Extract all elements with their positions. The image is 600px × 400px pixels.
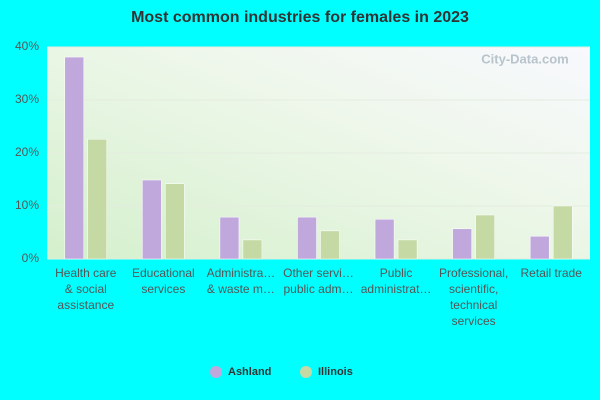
bar	[142, 179, 162, 260]
bar	[297, 216, 317, 260]
x-tick-label-box: Administra… & waste m…	[206, 266, 276, 296]
watermark: City-Data.com	[481, 51, 568, 66]
bar	[242, 239, 263, 260]
chart-title: Most common industries for females in 20…	[131, 9, 469, 26]
bar	[165, 183, 185, 260]
x-tick-label-box: Educational services	[131, 266, 195, 296]
bar	[64, 56, 85, 260]
x-tick-label-box: Other servi… public adm…	[283, 266, 354, 296]
x-tick-label-box: Health care & social assistance	[55, 266, 117, 312]
bar	[320, 230, 340, 260]
x-tick-label: Educational services	[131, 266, 195, 296]
bar	[529, 235, 550, 260]
bar	[475, 214, 495, 260]
x-tick-label: Other servi… public adm…	[283, 266, 354, 296]
legend-label: Illinois	[318, 366, 353, 378]
x-tick-label: Administra… & waste m…	[206, 266, 276, 296]
legend-marker	[300, 366, 312, 378]
y-tick-label: 10%	[15, 198, 39, 212]
x-tick-label: Public administrat…	[360, 266, 432, 296]
x-tick-label: Retail trade	[520, 266, 582, 280]
legend-marker	[210, 366, 222, 378]
x-tick-label-box: Professional, scientific, technical serv…	[438, 266, 509, 328]
bar	[552, 205, 573, 260]
bar	[87, 138, 108, 260]
x-tick-label: Health care & social assistance	[55, 266, 117, 312]
y-tick-label: 30%	[15, 92, 39, 106]
y-tick-label: 0%	[22, 251, 40, 265]
y-tick-label: 40%	[15, 39, 39, 53]
bar	[397, 239, 418, 260]
y-tick-label: 20%	[15, 145, 39, 159]
bar	[219, 216, 240, 260]
legend-label: Ashland	[228, 366, 271, 378]
bar	[452, 228, 472, 260]
bar	[374, 219, 395, 260]
x-tick-label: Professional, scientific, technical serv…	[438, 266, 509, 328]
x-tick-label-box: Public administrat…	[360, 266, 432, 296]
x-tick-label-box: Retail trade	[520, 266, 582, 280]
